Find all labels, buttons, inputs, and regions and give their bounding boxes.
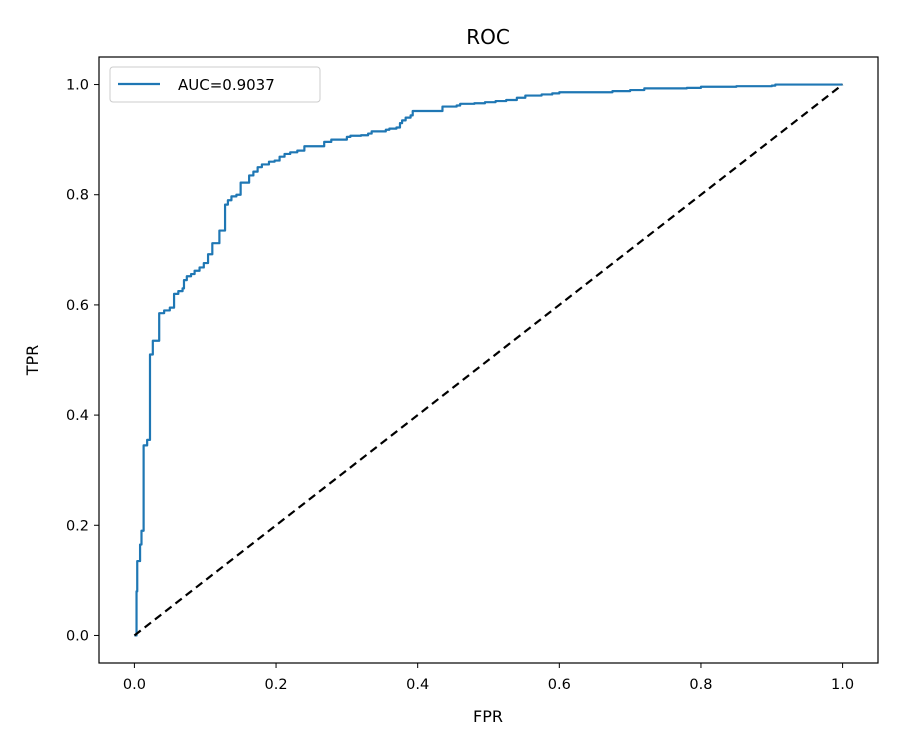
y-tick-label: 0.4	[66, 408, 89, 424]
plot-area	[98, 56, 879, 664]
legend: AUC=0.9037	[109, 66, 321, 103]
y-axis: 0.0 0.2 0.4 0.6 0.8 1.0	[66, 78, 99, 644]
chart-title: ROC	[466, 25, 510, 49]
y-tick-label: 0.0	[66, 628, 89, 644]
y-tick-label: 0.2	[66, 518, 89, 534]
x-axis-label: FPR	[473, 707, 503, 726]
y-tick-label: 0.8	[66, 188, 89, 204]
x-tick-label: 0.4	[406, 677, 429, 693]
roc-curve-line	[134, 83, 843, 637]
x-tick-label: 0.6	[548, 677, 571, 693]
series-layer	[133, 83, 844, 637]
x-axis: 0.0 0.2 0.4 0.6 0.8 1.0	[123, 663, 854, 693]
legend-box	[109, 66, 321, 103]
x-tick-label: 1.0	[831, 677, 854, 693]
x-tick-label: 0.8	[689, 677, 712, 693]
chance-diagonal-line	[133, 83, 844, 637]
y-tick-label: 0.6	[66, 298, 89, 314]
x-tick-label: 0.2	[265, 677, 288, 693]
y-tick-label: 1.0	[66, 78, 89, 94]
legend-label-roc: AUC=0.9037	[178, 76, 275, 94]
y-axis-label: TPR	[23, 345, 42, 377]
x-tick-label: 0.0	[123, 677, 146, 693]
axes-frame	[98, 56, 879, 664]
